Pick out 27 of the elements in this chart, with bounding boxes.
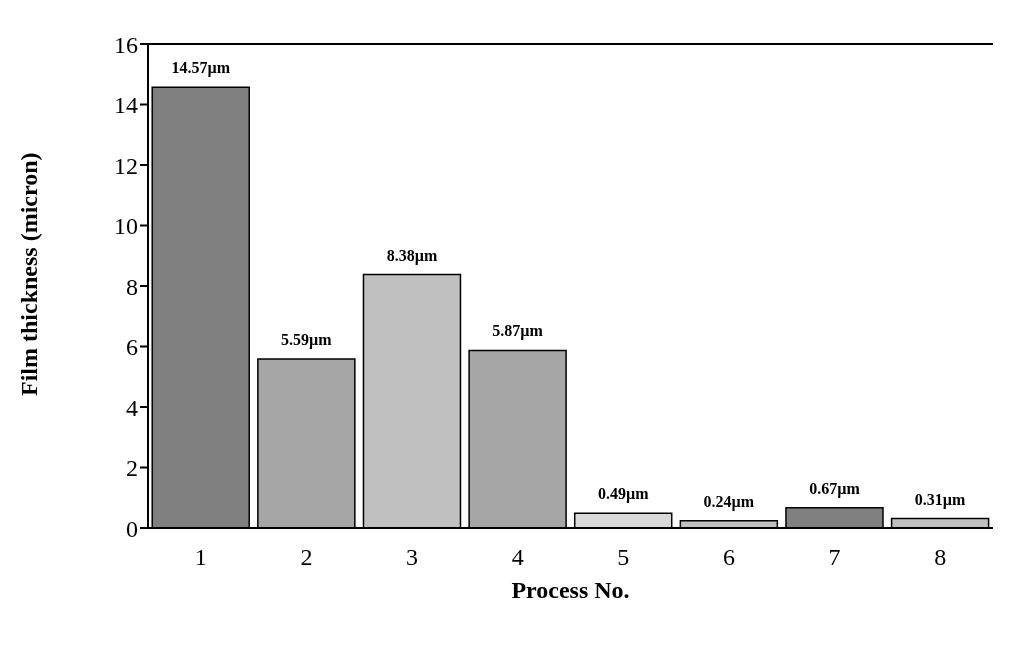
y-tick-label: 12 <box>114 152 138 179</box>
y-tick-label: 16 <box>114 31 138 58</box>
data-label: 5.87µm <box>492 322 544 341</box>
y-tick-label: 8 <box>126 273 138 300</box>
x-tick-label: 1 <box>194 544 207 571</box>
x-tick-label: 5 <box>617 544 630 571</box>
y-axis-title: Film thickness (micron) <box>15 152 42 396</box>
y-tick-label: 10 <box>114 213 138 240</box>
data-label: 8.38µm <box>386 246 438 265</box>
y-tick-label: 6 <box>126 334 138 361</box>
data-label: 0.24µm <box>703 492 755 511</box>
x-tick-label: 2 <box>300 544 313 571</box>
x-axis-title: Process No. <box>511 577 630 603</box>
data-label: 0.49µm <box>597 485 650 504</box>
x-tick-label: 6 <box>722 544 735 571</box>
data-label: 5.59µm <box>281 330 333 349</box>
x-tick-label: 7 <box>828 544 841 571</box>
data-label: 14.57µm <box>171 59 231 78</box>
x-tick-label: 3 <box>406 544 419 571</box>
x-tick-label: 4 <box>511 544 524 571</box>
y-tick-label: 0 <box>126 515 138 542</box>
y-tick-label: 2 <box>126 455 138 482</box>
data-label: 0.67µm <box>809 479 861 498</box>
y-tick-label: 4 <box>126 394 138 421</box>
y-tick-label: 14 <box>114 92 138 119</box>
data-label: 0.31µm <box>914 490 967 509</box>
x-tick-label: 8 <box>934 544 947 571</box>
